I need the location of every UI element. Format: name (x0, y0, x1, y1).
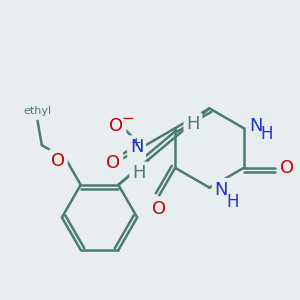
Text: O: O (152, 200, 166, 218)
Text: N: N (214, 181, 228, 199)
Text: H: H (186, 115, 200, 133)
Text: H: H (226, 193, 239, 211)
Text: ethyl: ethyl (23, 106, 52, 116)
Text: O: O (106, 154, 121, 172)
Text: O: O (51, 152, 65, 170)
Text: N: N (249, 117, 262, 135)
Text: O: O (280, 159, 294, 177)
Text: O: O (110, 117, 124, 135)
Text: −: − (121, 111, 134, 126)
Text: H: H (260, 125, 273, 143)
Text: H: H (132, 164, 146, 182)
Text: +: + (130, 136, 141, 148)
Text: N: N (130, 138, 143, 156)
